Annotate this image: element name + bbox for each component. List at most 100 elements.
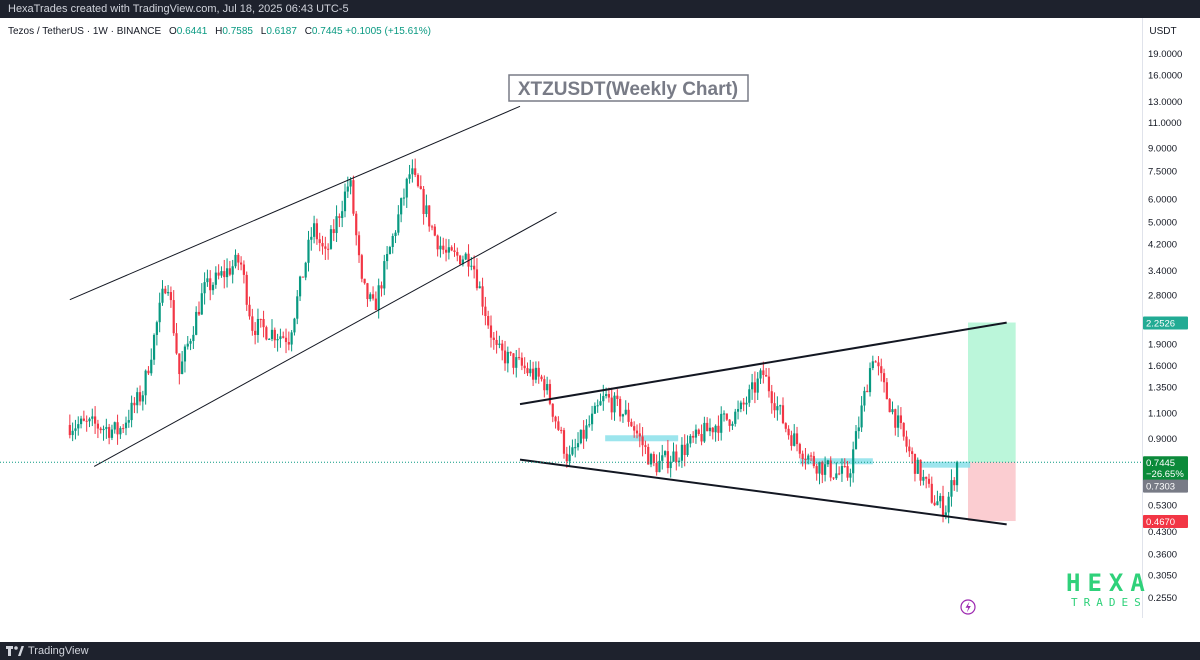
candle [728,418,731,432]
candle-body [751,382,754,390]
candle-body [720,413,723,433]
candle [885,377,888,400]
candle-body [784,423,787,429]
y-tick-label: 0.4300 [1148,527,1177,538]
candle-body [293,318,296,333]
candle-body [422,188,425,215]
lower-wedge-line [519,458,1007,526]
candle-body [200,293,203,315]
candle [621,413,625,423]
candle [804,447,807,470]
candle [240,256,243,271]
y-tick-label: 4.2000 [1148,239,1177,250]
y-tick-label: 6.0000 [1148,194,1177,205]
candle-body [927,478,931,484]
candle-body [925,476,928,479]
candle [79,415,83,429]
candle-body [487,315,490,326]
candle [722,410,726,422]
candle-body [950,480,953,497]
candle [391,233,394,254]
attribution-text: HexaTrades created with TradingView.com,… [8,3,349,15]
attribution-bar: HexaTrades created with TradingView.com,… [0,0,1200,18]
candle [110,424,114,441]
candle-body [897,415,900,428]
candle-body [562,430,566,454]
candle [307,230,310,272]
candle-body [854,431,858,450]
candle-body [102,428,105,431]
candle-body [183,346,187,362]
candle [517,347,521,361]
candle [843,458,846,468]
price-chart[interactable]: XTZUSDT(Weekly Chart) USDT 19.0000 16.0000 1… [0,18,1200,618]
candle-body [888,399,891,413]
candle [576,432,580,451]
candle-body [313,223,316,237]
candle-body [209,278,212,291]
candle [96,419,100,439]
candle [464,252,467,261]
candle-body [470,265,473,267]
prev-close-badge-text: 0.7303 [1146,482,1175,493]
candle [916,457,919,474]
candle-body [77,424,80,429]
candle [304,261,307,281]
candle-body [689,435,692,444]
candle [652,451,655,467]
candle-body [304,262,307,278]
candle [711,426,714,440]
candle [419,175,422,190]
candle-body [206,278,209,283]
candle-body [793,433,796,446]
candle-body [835,473,838,479]
candle-body [605,394,608,396]
candle [801,450,804,467]
candle [927,473,931,488]
candle-body [557,421,560,430]
candle-body [579,429,582,444]
candle [428,205,431,232]
candle [298,275,302,302]
candle [436,234,439,257]
candle [231,259,234,284]
candle [582,420,585,449]
candle-body [745,402,748,405]
candle [133,397,136,414]
candle-body [616,395,619,399]
candle-body [571,447,574,455]
y-tick-label: 11.0000 [1148,118,1182,129]
candle [829,456,832,482]
chart-legend: Tezos / TetherUS · 1W · BINANCE O0.6441 … [8,26,431,37]
candle-body [826,460,830,465]
candle [838,466,841,476]
candle-body [529,368,532,374]
candle [919,459,922,486]
candle [745,396,748,415]
candle-body [675,451,678,462]
candle-body [930,483,933,503]
candle-body [282,336,285,338]
candle-body [88,418,91,422]
candle [574,438,577,458]
candle [369,292,372,302]
candle-body [237,254,240,263]
candle-body [919,459,922,481]
candle [781,397,785,425]
candle-body [619,398,622,417]
y-tick-label: 13.0000 [1148,97,1182,108]
candle-body [582,429,585,439]
candle-body [672,451,675,462]
candle [868,362,872,397]
y-tick-label: 0.5300 [1148,501,1177,512]
candle-body [753,382,757,393]
candle [678,457,681,467]
candle-body [523,365,526,369]
candle [290,330,293,352]
candle-body [913,454,917,474]
candle-body [68,424,71,436]
candle [793,424,796,447]
y-tick-label: 1.1000 [1148,408,1177,419]
candle [807,453,810,465]
candle [203,272,206,305]
